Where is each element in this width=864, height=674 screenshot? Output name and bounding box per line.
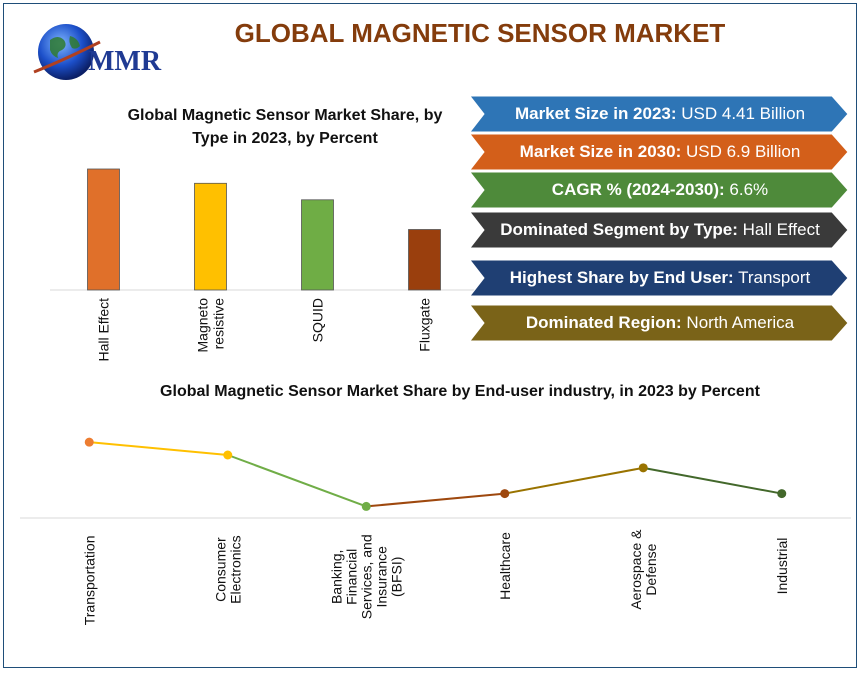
stat-text: Market Size in 2023: USD 4.41 Billion — [482, 96, 838, 132]
stat-banner-5: Dominated Region: North America — [468, 304, 850, 342]
stat-label: Dominated Region: — [525, 313, 682, 332]
stat-value: USD 4.41 Billion — [676, 104, 806, 123]
bar-tick-label-3: Fluxgate — [417, 298, 433, 352]
svg-text:(BFSI): (BFSI) — [388, 557, 404, 597]
line-segment-2 — [366, 492, 505, 508]
line-tick-label-3: Healthcare — [497, 532, 513, 600]
svg-text:Hall Effect: Hall Effect — [96, 298, 112, 362]
stat-banner-3: Dominated Segment by Type: Hall Effect — [468, 211, 850, 249]
stat-text: Market Size in 2030: USD 6.9 Billion — [482, 134, 838, 170]
stat-text: Dominated Segment by Type: Hall Effect — [482, 212, 838, 248]
stat-value: 6.6% — [724, 180, 769, 199]
arrow-banner-shape — [468, 259, 849, 297]
svg-text:SQUID: SQUID — [310, 298, 326, 342]
stat-value: Hall Effect — [737, 220, 820, 239]
stat-banner-4: Highest Share by End User: Transport — [468, 259, 850, 297]
bar-3 — [408, 229, 441, 291]
stat-label: Market Size in 2030: — [519, 142, 682, 161]
line-tick-label-4: Aerospace & Defense — [628, 529, 659, 610]
stat-value: USD 6.9 Billion — [681, 142, 801, 161]
line-chart-title: Global Magnetic Sensor Market Share by E… — [160, 383, 760, 400]
svg-text:Fluxgate: Fluxgate — [417, 298, 433, 352]
line-point-0 — [84, 437, 94, 447]
line-segment-4 — [643, 466, 782, 495]
stat-label: Market Size in 2023: — [514, 104, 677, 123]
stat-text: Dominated Region: North America — [482, 305, 838, 341]
arrow-banner-shape — [468, 171, 849, 209]
stat-text: Highest Share by End User: Transport — [482, 260, 838, 296]
svg-text:Insurance: Insurance — [373, 546, 389, 608]
infographic-frame — [3, 3, 857, 668]
svg-text:Defense: Defense — [643, 543, 659, 595]
line-point-4 — [638, 463, 648, 473]
bar-tick-label-1: Magneto resistive — [195, 298, 227, 353]
stat-label: CAGR % (2024-2030): — [551, 180, 725, 199]
svg-text:Magneto: Magneto — [195, 298, 211, 353]
line-point-2 — [361, 501, 371, 511]
bar-chart-title: Global Magnetic Sensor Market Share, by … — [127, 107, 443, 147]
page-title: GLOBAL MAGNETIC SENSOR MARKET — [234, 18, 726, 48]
svg-text:Aerospace &: Aerospace & — [628, 529, 644, 610]
globe-icon — [33, 24, 101, 80]
arrow-banner-shape — [468, 133, 849, 171]
stat-label: Dominated Segment by Type: — [500, 220, 738, 239]
svg-text:Consumer: Consumer — [212, 537, 228, 602]
svg-text:Industrial: Industrial — [774, 538, 790, 595]
bar-0 — [87, 168, 120, 291]
bar-2 — [301, 199, 334, 291]
stat-banner-2: CAGR % (2024-2030): 6.6% — [468, 171, 850, 209]
arrow-banner-shape — [468, 304, 849, 342]
line-segment-1 — [227, 454, 367, 508]
svg-text:resistive: resistive — [211, 298, 227, 350]
svg-text:Electronics: Electronics — [227, 535, 243, 603]
line-tick-label-5: Industrial — [774, 538, 790, 595]
line-tick-label-2: Banking, Financial Services, and Insurance(… — [328, 534, 404, 619]
arrow-banner-shape — [468, 95, 849, 133]
svg-text:Services, and: Services, and — [358, 534, 374, 619]
logo-text: MMR — [88, 46, 162, 77]
line-point-3 — [500, 489, 510, 499]
bar-1 — [194, 182, 227, 291]
stat-text: CAGR % (2024-2030): 6.6% — [482, 172, 838, 208]
stat-banner-0: Market Size in 2023: USD 4.41 Billion — [468, 95, 850, 133]
line-segment-0 — [89, 441, 228, 456]
mmr-logo: MMR — [10, 10, 180, 80]
stat-value: North America — [681, 313, 795, 332]
stat-label: Highest Share by End User: — [509, 268, 734, 287]
line-segment-3 — [504, 466, 644, 495]
bar-tick-label-0: Hall Effect — [96, 298, 112, 362]
line-point-5 — [777, 489, 787, 499]
stat-banner-1: Market Size in 2030: USD 6.9 Billion — [468, 133, 850, 171]
svg-text:Transportation: Transportation — [81, 536, 97, 626]
line-tick-label-0: Transportation — [81, 536, 97, 626]
svg-text:Banking,: Banking, — [328, 550, 344, 604]
line-tick-label-1: Consumer Electronics — [212, 535, 243, 603]
arrow-banner-shape — [468, 211, 849, 249]
svg-text:Healthcare: Healthcare — [497, 532, 513, 600]
bar-tick-label-2: SQUID — [310, 298, 326, 342]
svg-text:Financial: Financial — [343, 549, 359, 605]
stat-value: Transport — [733, 268, 811, 287]
line-point-1 — [223, 450, 233, 460]
